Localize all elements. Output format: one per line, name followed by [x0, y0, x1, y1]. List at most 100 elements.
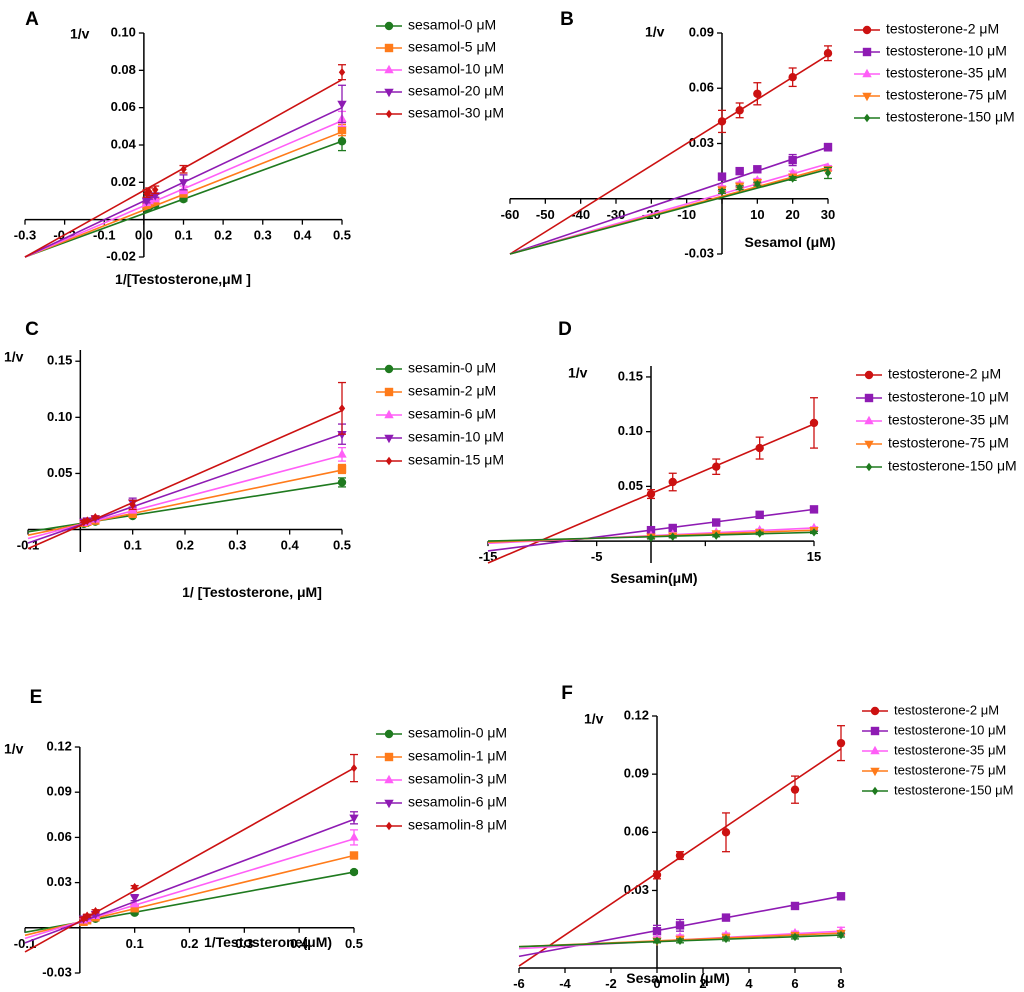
legend-item: sesamol-20 μM	[376, 83, 504, 99]
data-point	[84, 516, 91, 525]
x-tick-label: -0.1	[93, 228, 115, 243]
x-tick-label: 0.4	[281, 538, 300, 553]
data-point	[721, 913, 731, 922]
data-point	[130, 904, 139, 913]
y-tick-label: 0.12	[47, 738, 72, 753]
series-1	[518, 725, 846, 967]
series-1	[509, 45, 833, 255]
data-point	[788, 73, 797, 82]
legend-marker	[870, 767, 880, 777]
panel-label: E	[30, 687, 43, 708]
legend-item: sesamin-15 μM	[376, 452, 504, 468]
data-point	[790, 901, 800, 911]
x-tick-label: -50	[536, 207, 555, 222]
legend-item: sesamolin-3 μM	[376, 771, 507, 787]
y-tick-label: 0.06	[111, 99, 136, 114]
x-axis-label: 1/[Testosterone,μM ]	[115, 271, 251, 287]
y-tick-label: 0.02	[111, 174, 136, 189]
y-tick-label: -0.03	[684, 245, 714, 260]
legend-label: sesamin-6 μM	[408, 406, 496, 422]
data-point	[180, 165, 187, 174]
legend-marker	[385, 109, 393, 119]
x-tick-label: 0.4	[290, 936, 309, 951]
legend-marker	[862, 68, 872, 78]
legend-label: sesamol-20 μM	[408, 83, 504, 99]
x-tick-label: 0.0	[135, 228, 153, 243]
legend-label: testosterone-35 μM	[894, 742, 1006, 757]
legend-item: sesamol-0 μM	[376, 17, 496, 33]
legend-marker	[863, 113, 871, 123]
series-5	[518, 930, 845, 948]
data-point	[735, 106, 744, 115]
data-point	[736, 183, 743, 192]
legend-marker	[862, 47, 872, 57]
data-point	[178, 179, 189, 188]
data-point	[676, 936, 684, 946]
x-tick-label: 20	[785, 207, 799, 222]
x-tick-label: 0.5	[333, 228, 351, 243]
y-tick-label: 0.10	[47, 409, 72, 424]
y-tick-label: 0.03	[624, 882, 649, 897]
x-tick-label: -10	[677, 207, 696, 222]
data-point	[669, 532, 676, 541]
y-tick-label: 0.06	[624, 824, 649, 839]
series-1	[27, 477, 347, 533]
data-point	[722, 934, 730, 944]
legend-item: testosterone-10 μM	[854, 43, 1007, 59]
legend-marker	[384, 88, 394, 98]
x-tick-label: 0.5	[333, 538, 351, 553]
legend-item: testosterone-10 μM	[856, 389, 1009, 405]
legend-label: testosterone-10 μM	[886, 43, 1007, 59]
x-tick-label: 0.4	[293, 228, 312, 243]
data-point	[735, 166, 744, 176]
series-2	[509, 142, 833, 255]
legend-item: sesamin-2 μM	[376, 383, 496, 399]
legend-marker	[385, 821, 393, 831]
legend-item: sesamol-30 μM	[376, 105, 504, 121]
y-tick-label: 0.15	[618, 368, 643, 383]
legend-label: testosterone-2 μM	[886, 21, 999, 37]
data-point	[668, 477, 677, 487]
legend-marker	[864, 393, 874, 403]
legend-marker	[385, 456, 393, 466]
legend-item: sesamolin-8 μM	[376, 817, 507, 833]
series-5	[24, 753, 358, 953]
data-point	[92, 513, 99, 522]
legend-marker	[384, 799, 394, 809]
legend: testosterone-2 μM testosterone-10 μM testo…	[862, 702, 1014, 797]
y-tick-label: 0.03	[47, 874, 72, 889]
x-tick-label: -30	[607, 207, 626, 222]
legend-item: testosterone-2 μM	[862, 702, 999, 717]
panel-label: C	[25, 319, 39, 340]
data-point	[753, 165, 762, 174]
data-point	[755, 443, 764, 453]
legend-label: sesamin-0 μM	[408, 360, 496, 376]
legend: sesamolin-0 μM sesamolin-1 μM sesamolin-3 …	[376, 725, 507, 833]
x-tick-label: -15	[479, 549, 498, 564]
data-point	[790, 785, 800, 794]
legend-label: testosterone-150 μM	[888, 458, 1017, 474]
data-point	[668, 523, 677, 533]
y-axis-label: 1/v	[4, 741, 24, 757]
data-point	[675, 921, 685, 930]
legend-item: sesamolin-1 μM	[376, 748, 507, 764]
y-tick-label: 0.09	[47, 784, 72, 799]
fit-line	[509, 168, 829, 255]
legend-label: testosterone-75 μM	[894, 762, 1006, 777]
data-point	[721, 828, 731, 837]
legend-label: testosterone-10 μM	[888, 389, 1009, 405]
x-tick-label: 6	[791, 976, 798, 991]
data-point	[92, 907, 99, 916]
x-tick-label: -6	[513, 976, 525, 991]
data-point	[131, 882, 138, 892]
data-point	[756, 529, 763, 538]
legend-marker	[384, 21, 394, 31]
data-point	[809, 418, 819, 428]
legend-marker	[864, 370, 874, 380]
data-point	[718, 187, 726, 196]
x-axis-label: 1/Testosterone(μM)	[204, 934, 332, 950]
series-5	[24, 64, 346, 258]
data-point	[791, 932, 799, 942]
data-point	[809, 505, 819, 514]
series-5	[509, 166, 832, 255]
